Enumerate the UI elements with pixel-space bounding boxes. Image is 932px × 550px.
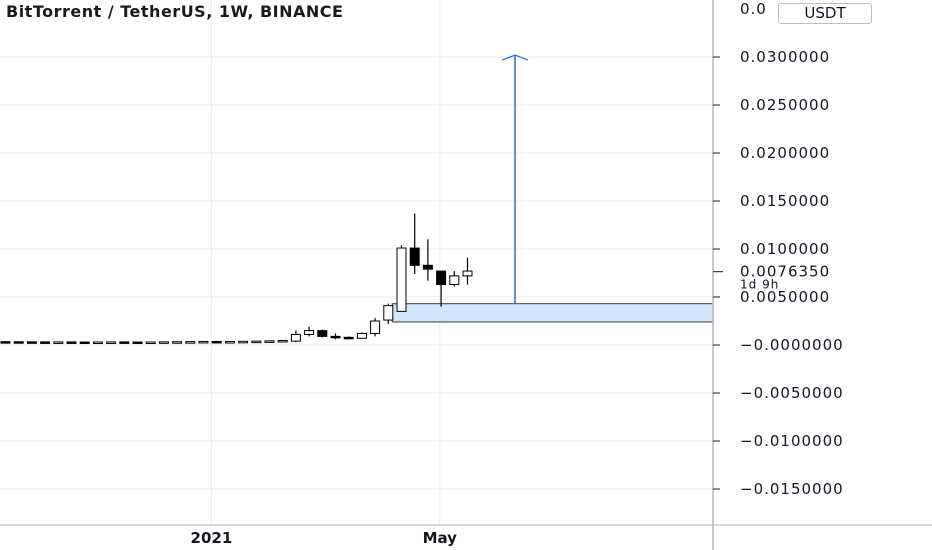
price-tick-label: −0.0000000 <box>740 336 844 354</box>
candle <box>343 336 354 340</box>
candle-body <box>26 341 37 344</box>
price-tick-label: 0.0150000 <box>740 192 830 210</box>
candle-body <box>277 339 288 343</box>
candle-body <box>251 340 262 344</box>
candle <box>462 257 473 285</box>
candle <box>356 332 367 339</box>
candle-body <box>92 341 103 345</box>
candle <box>409 213 420 274</box>
candle <box>106 341 117 344</box>
candle-body <box>304 330 315 335</box>
candle-body <box>53 341 64 344</box>
candle <box>436 270 447 307</box>
candle-body <box>132 341 143 345</box>
candle-body <box>211 340 222 344</box>
candle <box>264 340 275 343</box>
candle <box>330 333 341 340</box>
price-axis[interactable]: 0.03000000.02500000.02000000.01500000.01… <box>712 0 844 550</box>
candle <box>449 271 460 287</box>
candle-body <box>290 333 301 342</box>
candle-body <box>462 270 473 277</box>
candle <box>172 341 183 344</box>
bar-countdown-label: 1d 9h <box>740 278 779 292</box>
candle <box>145 341 156 345</box>
candle <box>396 245 407 312</box>
candle-body <box>264 340 275 343</box>
candle-body <box>40 341 51 344</box>
candle <box>26 341 37 344</box>
candle-body <box>422 264 433 270</box>
candle <box>40 341 51 344</box>
candle-body <box>370 320 381 334</box>
candle <box>383 303 394 324</box>
candle-body <box>66 341 77 344</box>
candle <box>277 339 288 343</box>
candle <box>238 340 249 344</box>
candle-body <box>449 275 460 286</box>
price-tick-label-partial: 0.0 <box>740 0 767 18</box>
candle <box>370 318 381 337</box>
candle-body <box>79 341 90 345</box>
candle <box>132 341 143 345</box>
candle-body <box>396 247 407 312</box>
candle-body <box>0 341 11 344</box>
time-tick-label: May <box>423 529 458 547</box>
time-tick-label: 2021 <box>191 529 233 547</box>
candle <box>317 329 328 338</box>
candle-body <box>198 340 209 344</box>
arrow-head-icon <box>501 54 529 61</box>
candle-body <box>185 341 196 344</box>
price-tick-label: −0.0150000 <box>740 480 844 498</box>
candle-body <box>106 341 117 344</box>
candle <box>79 341 90 345</box>
range-box <box>391 303 714 323</box>
last-price-label: 0.0076350 <box>740 263 830 281</box>
candle <box>185 341 196 344</box>
candle <box>224 341 235 344</box>
price-tick-label: 0.0050000 <box>740 288 830 306</box>
price-tick-label: 0.0200000 <box>740 144 830 162</box>
candle <box>211 340 222 344</box>
candle <box>13 341 24 344</box>
candle-body <box>158 341 169 344</box>
grid-lines <box>0 0 713 525</box>
candle <box>119 341 130 344</box>
candles <box>0 213 473 345</box>
time-axis[interactable]: 2021 May <box>0 524 932 547</box>
candle-body <box>330 335 341 339</box>
price-tick-label: 0.0100000 <box>740 240 830 258</box>
candle <box>290 330 301 343</box>
candle <box>198 340 209 344</box>
candle-body <box>409 247 420 266</box>
candle <box>53 341 64 344</box>
currency-button[interactable]: USDT <box>778 3 872 24</box>
candle <box>251 340 262 344</box>
candle-body <box>238 340 249 344</box>
projection-arrow <box>501 54 529 304</box>
candle-body <box>224 341 235 344</box>
candle-body <box>145 341 156 345</box>
candle-body <box>317 330 328 337</box>
range-rectangle <box>391 303 714 323</box>
candle-body <box>343 336 354 340</box>
candle-body <box>119 341 130 344</box>
price-tick-label: 0.0250000 <box>740 96 830 114</box>
candle <box>92 341 103 345</box>
candle <box>304 326 315 337</box>
price-tick-label: 0.0300000 <box>740 48 830 66</box>
candle-body <box>383 305 394 321</box>
candle <box>422 239 433 281</box>
price-tick-label: −0.0100000 <box>740 432 844 450</box>
candle-body <box>436 270 447 286</box>
candle-body <box>172 341 183 344</box>
price-tick-label: −0.0050000 <box>740 384 844 402</box>
candle <box>66 341 77 344</box>
candle <box>158 341 169 344</box>
candle <box>0 341 11 344</box>
candle-body <box>13 341 24 344</box>
chart-title: BitTorrent / TetherUS, 1W, BINANCE <box>6 2 344 21</box>
candle-body <box>356 332 367 339</box>
